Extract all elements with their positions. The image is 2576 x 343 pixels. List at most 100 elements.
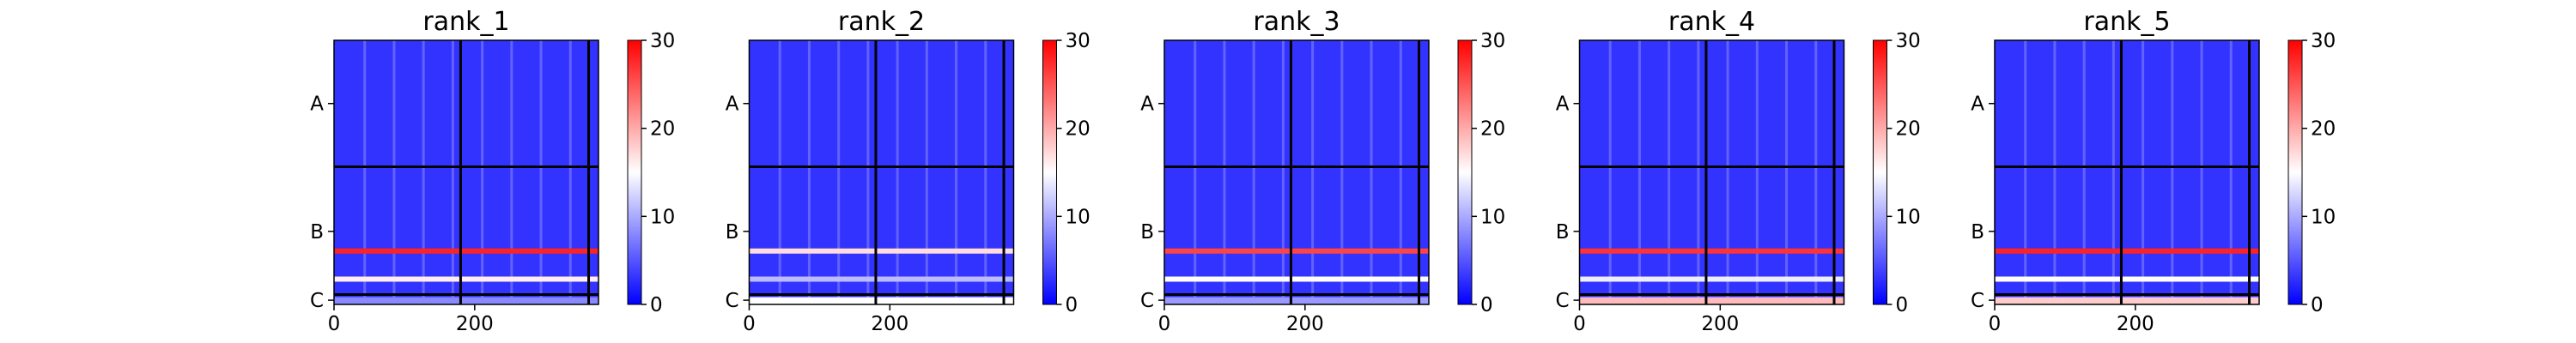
heatmap-streak [1252, 40, 1255, 304]
colorbar-tick-label: 10 [1896, 206, 1921, 228]
panel-title: rank_1 [422, 7, 509, 37]
heatmap-streak [392, 40, 396, 304]
heatmap-bottom-strip [334, 297, 598, 304]
heatmap-streak [2111, 40, 2115, 304]
colorbar-tick-label: 30 [2311, 30, 2336, 52]
heatmap-streak [1814, 40, 1818, 304]
heatmap-streak [1194, 40, 1197, 304]
heatmap-streak [778, 40, 781, 304]
heatmap-streak [363, 40, 367, 304]
y-tick-label: B [1971, 221, 1984, 244]
x-tick-label: 0 [328, 313, 341, 335]
colorbar-tick-label: 30 [1896, 30, 1921, 52]
heatmap-streak [1668, 40, 1671, 304]
heatmap-streak [510, 40, 513, 304]
heatmap-high-row [1164, 248, 1429, 254]
heatmap-streak [1281, 40, 1285, 304]
heatmap-background [1164, 40, 1429, 304]
axes-frame [333, 39, 599, 305]
heatmap-high-row [334, 276, 598, 282]
y-tick-label: A [1971, 93, 1984, 116]
y-tick-label: A [310, 93, 324, 116]
y-tick-label: A [726, 93, 739, 116]
heatmap-streak [451, 40, 454, 304]
heatmap-bottom-strip [749, 297, 1014, 304]
heatmap-high-row [1164, 276, 1429, 282]
x-tick-label: 200 [1701, 313, 1739, 335]
colorbar-tick-label: 20 [1480, 118, 1505, 141]
heatmap-streak [984, 40, 987, 304]
heatmap-streak [1223, 40, 1226, 304]
heatmap-high-row [749, 276, 1014, 282]
heatmap-streak [2200, 40, 2203, 304]
heatmap-streak [1340, 40, 1344, 304]
y-tick-label: A [1556, 93, 1570, 116]
x-tick-label: 0 [1158, 313, 1171, 335]
heatmap-background [749, 40, 1014, 304]
heatmap-streak [2229, 40, 2233, 304]
heatmap-background [1579, 40, 1844, 304]
heatmap-streak [925, 40, 928, 304]
heatmap-streak [866, 40, 870, 304]
colorbar-tick-label: 0 [2311, 294, 2324, 316]
colorbar [1873, 39, 1887, 305]
axes-frame [748, 39, 1015, 305]
heatmap-background [1995, 40, 2259, 304]
panel-title: rank_4 [1668, 7, 1755, 37]
y-tick-label: C [1140, 290, 1154, 312]
colorbar-tick-label: 20 [1066, 118, 1091, 141]
heatmap-high-row [1995, 248, 2259, 254]
axes-frame [1163, 39, 1430, 305]
colorbar [627, 39, 642, 305]
colorbar-tick-label: 20 [2311, 118, 2336, 141]
y-tick-label: B [726, 221, 739, 244]
heatmap-high-row [1579, 276, 1844, 282]
colorbar-tick-label: 30 [650, 30, 675, 52]
colorbar [1042, 39, 1057, 305]
heatmap-streak [1785, 40, 1789, 304]
x-tick-label: 0 [1573, 313, 1586, 335]
heatmap-background [334, 40, 598, 304]
colorbar-tick-label: 0 [1896, 294, 1909, 316]
y-tick-label: A [1140, 93, 1154, 116]
heatmap-streak [2082, 40, 2086, 304]
y-tick-label: C [1555, 290, 1569, 312]
heatmap-streak [1726, 40, 1729, 304]
colorbar-tick-label: 20 [650, 118, 675, 141]
y-tick-label: C [725, 290, 738, 312]
heatmap-streak [1755, 40, 1759, 304]
heatmap-streak [807, 40, 811, 304]
heatmap-streak [1311, 40, 1315, 304]
heatmap-streak [955, 40, 958, 304]
colorbar-tick-label: 10 [650, 206, 675, 228]
colorbar [2287, 39, 2303, 305]
axes-frame [1578, 39, 1845, 305]
x-tick-label: 0 [743, 313, 756, 335]
heatmap-streak [1608, 40, 1612, 304]
y-tick-label: B [1556, 221, 1570, 244]
colorbar-tick-label: 0 [1066, 294, 1078, 316]
heatmap-streak [539, 40, 543, 304]
heatmap-high-row [1579, 248, 1844, 254]
y-tick-label: C [1971, 290, 1984, 312]
colorbar-tick-label: 10 [1480, 206, 1505, 228]
y-tick-label: B [310, 221, 324, 244]
panel-title: rank_5 [2083, 7, 2170, 37]
panel-title: rank_2 [838, 7, 925, 37]
panel-title: rank_3 [1253, 7, 1340, 37]
x-tick-label: 200 [2117, 313, 2154, 335]
heatmap-streak [2053, 40, 2057, 304]
heatmap-high-row [1995, 276, 2259, 282]
colorbar [1457, 39, 1473, 305]
heatmap-high-row [749, 248, 1014, 254]
heatmap-streak [1370, 40, 1373, 304]
heatmap-streak [2024, 40, 2027, 304]
heatmap-streak [481, 40, 484, 304]
colorbar-tick-label: 30 [1480, 30, 1505, 52]
heatmap-streak [2142, 40, 2145, 304]
x-tick-label: 200 [456, 313, 494, 335]
colorbar-tick-label: 20 [1896, 118, 1921, 141]
heatmap-streak [1697, 40, 1700, 304]
